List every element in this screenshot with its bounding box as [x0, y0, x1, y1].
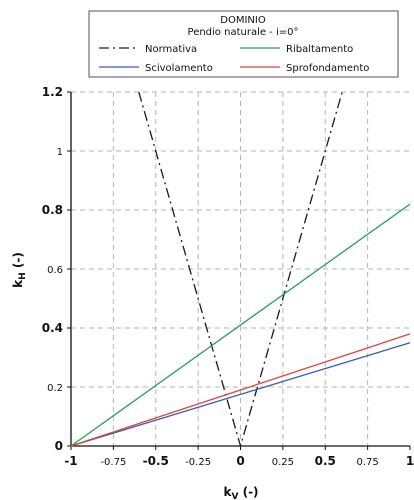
axis-titles: kV (-) kH (-) — [11, 252, 259, 500]
series-line-ribaltamento — [70, 203, 411, 447]
y-tick-label: 0.6 — [47, 265, 63, 276]
x-tick-label: -0.25 — [185, 457, 211, 468]
series-line-sprofondamento — [70, 333, 411, 447]
series-layer — [70, 91, 411, 449]
y-tick-label: 0 — [55, 439, 63, 453]
legend-title: DOMINIO — [220, 15, 266, 26]
y-tick-label: 0.4 — [42, 321, 63, 335]
y-axis-title-subscript: H — [18, 272, 28, 280]
y-tick-label: 0.8 — [42, 203, 63, 217]
x-axis-title-subscript: V — [231, 492, 238, 500]
y-axis-title: kH (-) — [11, 252, 28, 288]
legend-label-scivolamento: Scivolamento — [145, 63, 213, 74]
y-tick-label: 1 — [57, 147, 63, 158]
series-line-normativa — [138, 91, 343, 449]
x-axis-title: kV (-) — [223, 485, 258, 500]
x-tick-label: 0 — [236, 454, 244, 468]
legend-label-sprofondamento: Sprofondamento — [286, 63, 369, 74]
legend-label-ribaltamento: Ribaltamento — [286, 44, 353, 55]
series-line-scivolamento — [70, 342, 411, 447]
x-tick-label: 0.75 — [356, 457, 378, 468]
y-tick-label: 1.2 — [42, 85, 63, 99]
legend-box — [88, 10, 399, 78]
x-tick-label: -0.5 — [143, 454, 169, 468]
x-tick-label: -0.75 — [100, 457, 126, 468]
legend-label-normativa: Normativa — [145, 44, 197, 55]
x-tick-label: -1 — [64, 454, 77, 468]
legend: DOMINIO Pendio naturale - i=0° Normativa… — [88, 10, 399, 78]
grid — [71, 91, 410, 446]
x-tick-label: 1 — [406, 454, 414, 468]
x-tick-label: 0.25 — [272, 457, 294, 468]
y-tick-label: 0.2 — [47, 383, 63, 394]
x-tick-label: 0.5 — [315, 454, 336, 468]
tick-labels: -1 -0.75 -0.5 -0.25 0 0.25 0.5 0.75 1 0 0.2 0.4 0.6 0… — [42, 85, 414, 468]
legend-subtitle: Pendio naturale - i=0° — [188, 27, 299, 38]
axes — [67, 91, 411, 450]
